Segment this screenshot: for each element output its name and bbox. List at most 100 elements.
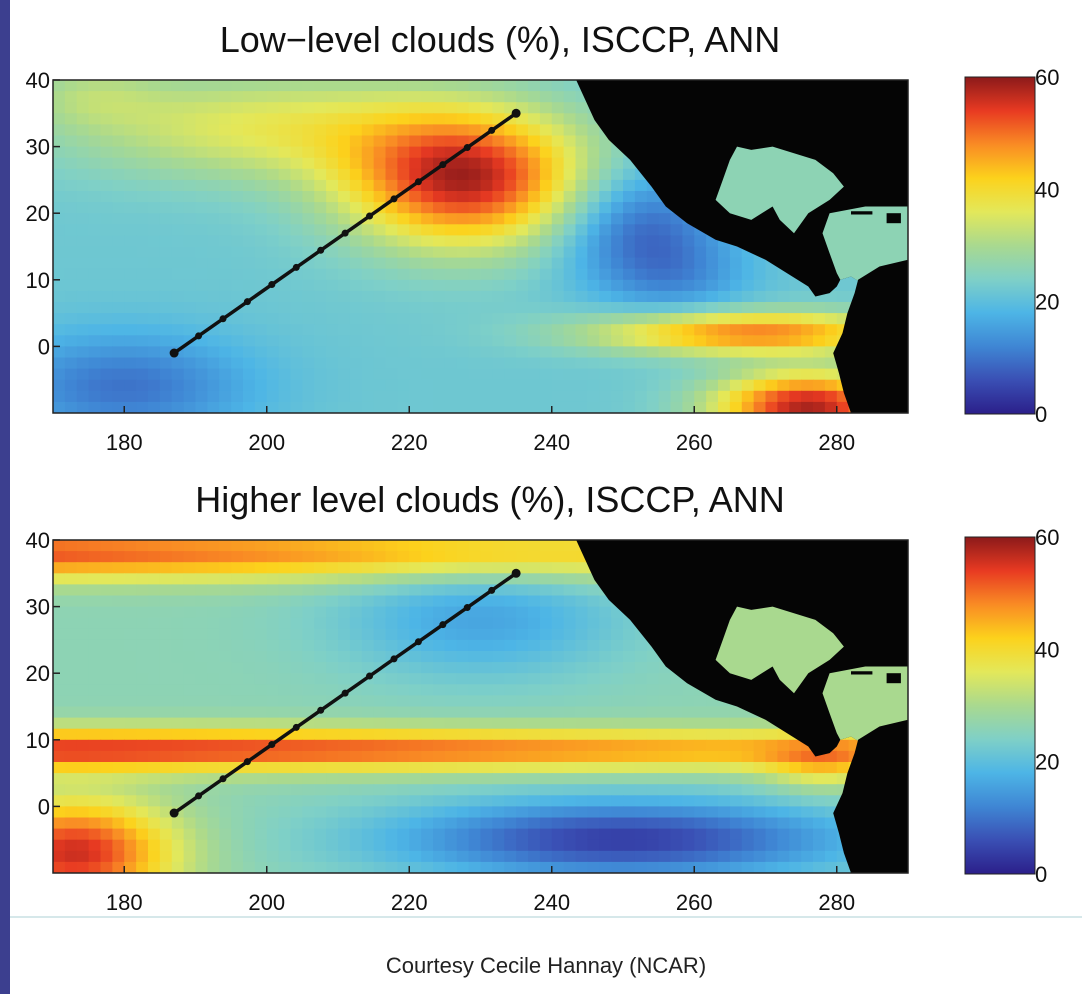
heatmap-cell — [183, 80, 197, 92]
heatmap-cell — [646, 850, 660, 863]
heatmap-cell — [658, 806, 672, 819]
heatmap-cell — [373, 828, 387, 841]
heatmap-cell — [587, 828, 600, 841]
heatmap-cell — [314, 861, 327, 873]
heatmap-cell — [314, 202, 327, 214]
heatmap-cell — [706, 357, 719, 370]
heatmap-cell — [326, 606, 339, 619]
heatmap-cell — [148, 235, 161, 248]
heatmap-cell — [551, 213, 565, 225]
heatmap-cell — [361, 368, 375, 381]
heatmap-cell — [243, 639, 256, 652]
heatmap-cell — [278, 346, 292, 359]
heatmap-cell — [124, 124, 137, 137]
heatmap-cell — [397, 124, 410, 137]
heatmap-cell — [254, 706, 268, 719]
heatmap-cell — [254, 157, 268, 170]
heatmap-cell — [302, 202, 315, 214]
heatmap-cell — [159, 390, 173, 403]
heatmap-cell — [670, 290, 683, 303]
heatmap-cell — [444, 617, 458, 630]
heatmap-cell — [433, 80, 446, 92]
heatmap-cell — [706, 246, 719, 259]
heatmap-cell — [266, 562, 280, 574]
heatmap-cell — [124, 695, 137, 708]
heatmap-cell — [207, 368, 220, 381]
heatmap-cell — [528, 246, 541, 259]
heatmap-cell — [468, 673, 482, 685]
heatmap-cell — [231, 246, 244, 259]
heatmap-cell — [148, 662, 161, 674]
heatmap-cell — [195, 584, 208, 597]
heatmap-cell — [634, 750, 648, 763]
heatmap-cell — [444, 346, 458, 359]
heatmap-cell — [314, 651, 327, 663]
heatmap-cell — [444, 213, 458, 225]
heatmap-cell — [243, 828, 256, 841]
heatmap-cell — [148, 706, 161, 719]
heatmap-cell — [587, 750, 600, 763]
heatmap-cell — [385, 595, 398, 608]
heatmap-cell — [551, 595, 565, 608]
heatmap-cell — [539, 695, 553, 708]
heatmap-cell — [599, 750, 612, 763]
heatmap-cell — [64, 268, 78, 281]
heatmap-cell — [504, 246, 517, 259]
heatmap-cell — [100, 806, 113, 819]
heatmap-cell — [290, 628, 303, 641]
heatmap-cell — [516, 213, 529, 225]
heatmap-cell — [76, 224, 90, 236]
heatmap-cell — [219, 628, 232, 641]
heatmap-cell — [433, 335, 446, 347]
heatmap-cell — [326, 717, 339, 730]
heatmap-cell — [813, 795, 826, 807]
heatmap-cell — [136, 179, 149, 192]
heatmap-cell — [243, 313, 256, 325]
heatmap-cell — [516, 839, 529, 852]
heatmap-cell — [100, 540, 113, 552]
heatmap-cell — [504, 91, 517, 103]
heatmap-cell — [136, 279, 149, 292]
heatmap-cell — [777, 750, 790, 763]
heatmap-cell — [658, 684, 672, 696]
heatmap-cell — [456, 839, 470, 852]
heatmap-cell — [326, 839, 339, 852]
heatmap-cell — [456, 828, 470, 841]
heatmap-cell — [634, 379, 648, 392]
heatmap-cell — [243, 695, 256, 708]
heatmap-cell — [88, 146, 102, 159]
heatmap-cell — [76, 673, 90, 685]
heatmap-cell — [88, 168, 102, 181]
heatmap-cell — [64, 113, 78, 125]
heatmap-cell — [801, 302, 814, 314]
heatmap-cell — [195, 684, 208, 696]
heatmap-cell — [433, 346, 446, 359]
heatmap-cell — [373, 628, 387, 641]
heatmap-cell — [824, 335, 838, 347]
heatmap-cell — [836, 750, 850, 763]
heatmap-cell — [53, 595, 66, 608]
heatmap-cell — [53, 191, 66, 203]
heatmap-cell — [658, 246, 672, 259]
heatmap-cell — [646, 784, 660, 796]
heatmap-cell — [338, 806, 351, 819]
heatmap-cell — [64, 357, 78, 370]
heatmap-cell — [397, 540, 410, 552]
heatmap-cell — [195, 168, 208, 181]
heatmap-cell — [302, 191, 315, 203]
heatmap-cell — [254, 617, 268, 630]
heatmap-cell — [753, 279, 767, 292]
heatmap-cell — [124, 540, 137, 552]
heatmap-cell — [266, 290, 280, 303]
heatmap-cell — [219, 368, 232, 381]
heatmap-cell — [148, 739, 161, 752]
heatmap-cell — [777, 828, 790, 841]
heatmap-cell — [409, 235, 422, 248]
heatmap-cell — [112, 324, 125, 336]
heatmap-cell — [302, 662, 315, 674]
heatmap-cell — [729, 390, 743, 403]
heatmap-cell — [765, 268, 778, 281]
heatmap-cell — [433, 606, 446, 619]
heatmap-cell — [290, 750, 303, 763]
heatmap-cell — [302, 335, 315, 347]
